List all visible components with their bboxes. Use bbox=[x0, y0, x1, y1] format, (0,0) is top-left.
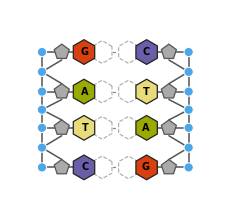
Polygon shape bbox=[136, 116, 157, 140]
Circle shape bbox=[184, 48, 193, 57]
Polygon shape bbox=[54, 84, 69, 98]
Circle shape bbox=[37, 48, 47, 57]
Polygon shape bbox=[136, 40, 157, 64]
Polygon shape bbox=[73, 155, 95, 180]
Polygon shape bbox=[161, 84, 176, 98]
Circle shape bbox=[184, 143, 193, 152]
Circle shape bbox=[184, 105, 193, 114]
Polygon shape bbox=[54, 120, 69, 134]
Circle shape bbox=[37, 87, 47, 96]
Circle shape bbox=[37, 123, 47, 132]
Circle shape bbox=[184, 123, 193, 132]
Circle shape bbox=[184, 87, 193, 96]
Polygon shape bbox=[54, 44, 69, 58]
Text: T: T bbox=[81, 123, 88, 133]
Polygon shape bbox=[161, 159, 176, 174]
Polygon shape bbox=[73, 40, 95, 64]
Polygon shape bbox=[54, 159, 69, 174]
Circle shape bbox=[37, 67, 47, 76]
Circle shape bbox=[184, 67, 193, 76]
Text: G: G bbox=[142, 162, 150, 172]
Text: A: A bbox=[142, 123, 150, 133]
Circle shape bbox=[37, 163, 47, 172]
Text: G: G bbox=[81, 47, 89, 57]
Text: A: A bbox=[81, 87, 89, 97]
Polygon shape bbox=[161, 120, 176, 134]
Circle shape bbox=[184, 163, 193, 172]
Polygon shape bbox=[73, 79, 95, 104]
Polygon shape bbox=[136, 79, 157, 104]
Polygon shape bbox=[161, 44, 176, 58]
Text: C: C bbox=[81, 162, 88, 172]
Polygon shape bbox=[136, 155, 157, 180]
Polygon shape bbox=[73, 116, 95, 140]
Circle shape bbox=[37, 143, 47, 152]
Text: T: T bbox=[142, 87, 149, 97]
Text: C: C bbox=[142, 47, 149, 57]
Circle shape bbox=[37, 105, 47, 114]
